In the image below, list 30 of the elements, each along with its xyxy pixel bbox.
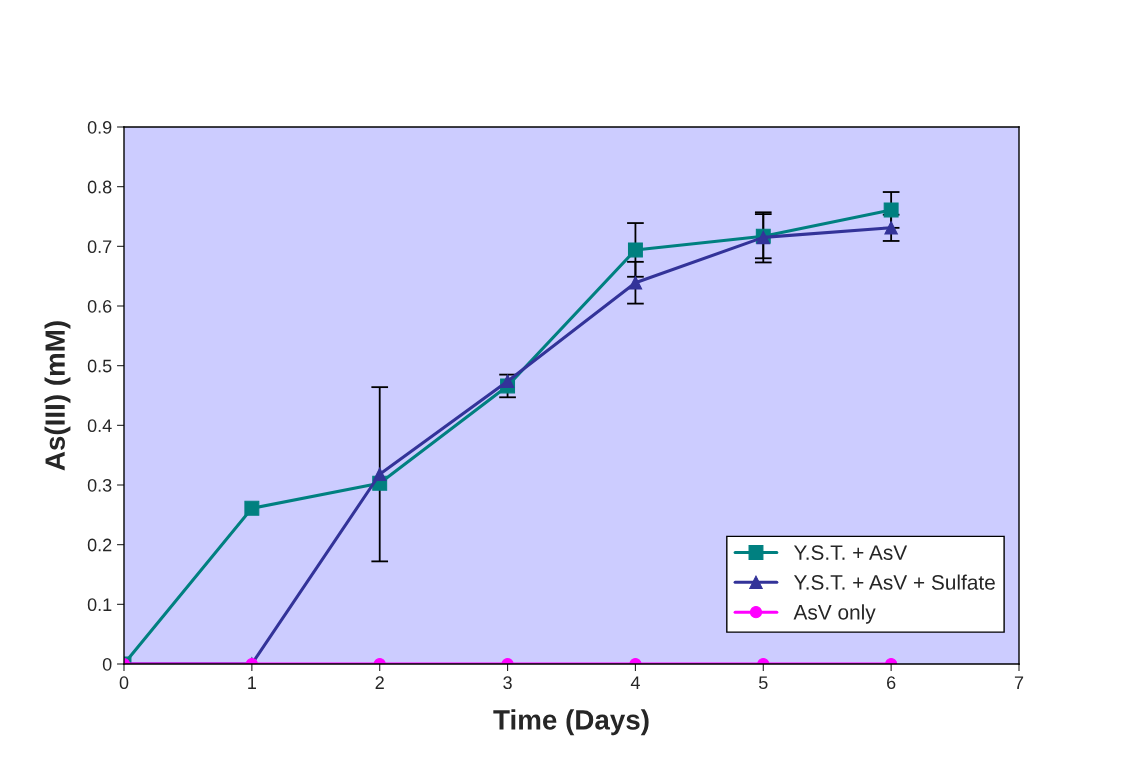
point xyxy=(627,242,643,258)
legend-label: Y.S.T. + AsV + Sulfate xyxy=(793,574,995,590)
y-tick-label: 0 xyxy=(102,657,112,671)
y-tick-label: 0.6 xyxy=(87,299,112,313)
y-axis-title: As(III) (mM) xyxy=(44,321,71,471)
y-tick-label: 0.5 xyxy=(87,359,112,373)
point xyxy=(628,275,643,290)
y-tick-label: 0.9 xyxy=(87,120,112,134)
point xyxy=(500,374,515,388)
x-tick-label: 1 xyxy=(248,676,256,689)
y-tick-label: 0.2 xyxy=(87,538,112,552)
point xyxy=(372,467,387,482)
point xyxy=(883,202,899,218)
x-tick-label: 6 xyxy=(887,676,896,690)
y-tick-label: 0.4 xyxy=(87,419,112,433)
x-tick-label: 5 xyxy=(758,676,768,690)
legend-label: Y.S.T. + AsV xyxy=(793,545,908,560)
y-tick-label: 0.7 xyxy=(87,240,112,254)
point xyxy=(884,221,898,235)
y-tick-label: 0.3 xyxy=(87,478,112,492)
x-tick-label: 7 xyxy=(1014,676,1024,689)
x-tick-label: 3 xyxy=(503,676,512,690)
x-tick-label: 2 xyxy=(375,676,384,689)
x-axis-title: Time (Days) xyxy=(493,709,649,736)
legend-label: AsV only xyxy=(793,604,876,624)
x-tick-label: 0 xyxy=(119,676,129,690)
point xyxy=(244,500,260,516)
y-tick-label: 0.8 xyxy=(87,180,112,194)
y-tick-label: 0.1 xyxy=(87,598,112,612)
x-tick-label: 4 xyxy=(630,676,640,689)
